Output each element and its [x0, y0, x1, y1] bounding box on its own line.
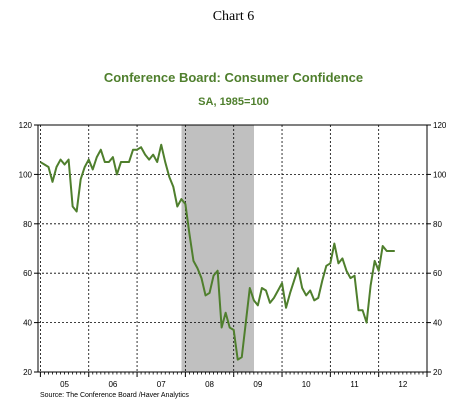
series-line [39, 143, 395, 361]
y-tick-label-right: 120 [433, 121, 447, 130]
x-tick-label: 07 [157, 380, 166, 389]
y-tick-label-right: 60 [433, 269, 442, 278]
y-tick-label-right: 100 [433, 170, 447, 179]
source-note: Source: The Conference Board /Haver Anal… [40, 392, 189, 399]
y-tick-label-left: 120 [19, 121, 33, 130]
chart-title: Conference Board: Consumer Confidence [103, 70, 364, 85]
x-tick-label: 11 [350, 380, 359, 389]
y-tick-label-right: 80 [433, 220, 442, 229]
y-tick-label-left: 60 [23, 269, 32, 278]
y-tick-label-right: 40 [433, 319, 442, 328]
y-tick-label-left: 40 [23, 319, 32, 328]
recession-shading [181, 125, 255, 372]
y-tick-label-left: 100 [19, 170, 33, 179]
y-tick-label-right: 20 [433, 368, 442, 377]
x-tick-label: 06 [108, 380, 117, 389]
x-tick-label: 09 [253, 380, 262, 389]
x-tick-label: 05 [60, 380, 69, 389]
chart-number: Chart 6 [212, 9, 255, 24]
y-tick-label-left: 80 [23, 220, 32, 229]
chart-subtitle: SA, 1985=100 [198, 96, 269, 108]
x-tick-label: 10 [302, 380, 311, 389]
x-tick-label: 08 [205, 380, 214, 389]
y-tick-label-left: 20 [23, 368, 32, 377]
plot-frame [37, 124, 428, 373]
x-tick-label: 12 [398, 380, 407, 389]
